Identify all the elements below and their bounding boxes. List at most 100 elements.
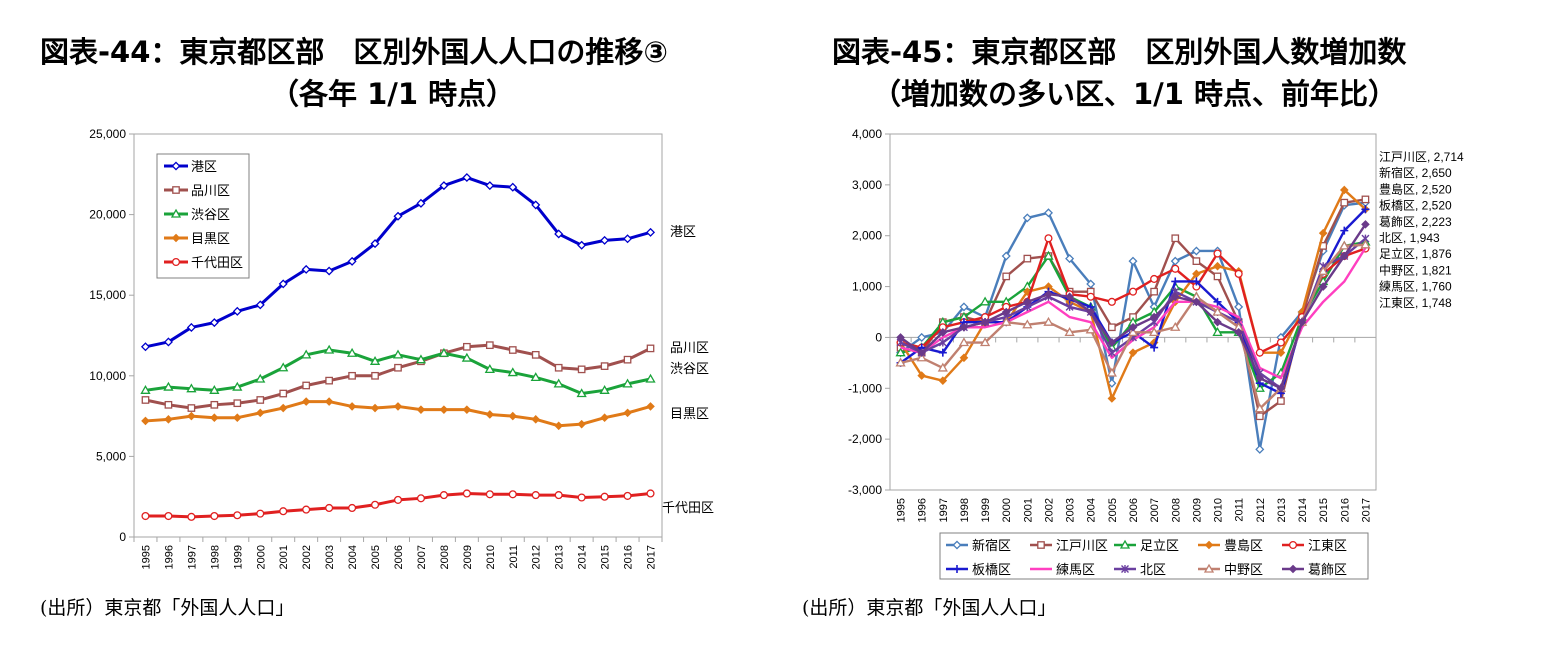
legend-marker (171, 233, 181, 243)
legend-item-1: 品川区 (164, 183, 230, 198)
data-point-0-3 (324, 397, 334, 406)
data-point-0-0 (209, 318, 219, 328)
data-point-1-8 (1149, 327, 1160, 336)
data-point-1-9 (1086, 307, 1096, 317)
x-tick-label-1: 2015 (1318, 498, 1330, 522)
series-end-label: 渋谷区 (670, 361, 709, 376)
data-point-0-0 (623, 234, 633, 244)
series-line-1-1 (900, 198, 1366, 418)
x-tick-label-1: 1995 (896, 498, 908, 522)
data-point-1-0 (1191, 246, 1201, 256)
x-tick-label-0: 2009 (462, 545, 474, 569)
data-point-1-0 (917, 332, 927, 342)
data-point-1-9 (980, 317, 990, 327)
data-point-0-4 (577, 493, 586, 502)
data-point-0-3 (554, 421, 564, 431)
end-annotation: 板橋区, 2,520 (1379, 199, 1452, 213)
x-tick-label-1: 1998 (959, 498, 971, 522)
data-point-1-1 (1150, 287, 1158, 296)
data-point-1-8 (958, 337, 970, 347)
data-point-0-2 (415, 354, 427, 364)
data-point-1-8 (916, 352, 927, 362)
legend-label: 豊島区 (1224, 538, 1263, 553)
data-point-1-8 (895, 357, 906, 367)
data-point-0-3 (141, 416, 150, 426)
data-point-0-1 (279, 389, 288, 398)
x-tick-label-1: 2009 (1191, 498, 1203, 522)
data-point-1-8 (1254, 403, 1265, 413)
series-0-0 (140, 173, 656, 352)
series-1-0 (896, 198, 1370, 454)
data-point-0-4 (233, 511, 242, 520)
data-point-1-0 (1001, 251, 1011, 261)
data-point-0-1 (531, 350, 540, 359)
y-tick-label-0: 15,000 (89, 288, 126, 302)
data-point-0-2 (507, 367, 518, 377)
data-point-0-4 (256, 509, 265, 518)
data-point-1-9 (1297, 317, 1307, 327)
x-tick-label-1: 1997 (938, 498, 950, 522)
end-annotation: 新宿区, 2,650 (1379, 165, 1452, 180)
data-point-1-4 (1128, 287, 1138, 296)
series-end-label: 目黒区 (670, 406, 709, 421)
data-point-1-2 (1043, 250, 1054, 260)
chart-subtitle-left: （各年 1/1 時点） (270, 77, 516, 111)
data-point-1-0 (1086, 279, 1096, 289)
data-point-1-0 (1022, 213, 1032, 223)
data-point-0-2 (392, 349, 404, 359)
data-point-1-3 (1276, 348, 1286, 357)
source-note-right: (出所）東京都「外国人人口」 (802, 597, 1057, 619)
data-point-0-3 (508, 411, 518, 421)
end-annotation: 葛飾区, 2,223 (1379, 215, 1452, 229)
x-tick-label-0: 2004 (347, 545, 359, 569)
data-point-1-1 (1023, 254, 1032, 263)
legend-marker (171, 161, 181, 171)
data-point-0-4 (325, 503, 334, 513)
legend-box-1 (939, 532, 1369, 580)
legend-item-r-4: 江東区 (1282, 538, 1347, 553)
data-point-1-9 (1255, 373, 1265, 383)
data-point-1-9 (1044, 289, 1053, 299)
data-point-0-0 (370, 239, 380, 249)
end-annotation: 豊島区, 2,520 (1379, 181, 1452, 196)
data-point-0-3 (462, 405, 472, 414)
data-point-1-8 (1106, 367, 1117, 377)
chart-title-right: 図表-45：東京都区部 区別外国人数増加数 (832, 35, 1407, 69)
data-point-1-8 (1043, 316, 1054, 326)
data-point-0-3 (646, 402, 655, 411)
y-tick-label-0: 10,000 (89, 369, 126, 383)
data-point-0-2 (461, 352, 472, 362)
x-tick-label-0: 2002 (301, 545, 313, 569)
x-tick-label-1: 2016 (1339, 498, 1351, 522)
legend-marker (952, 540, 962, 550)
data-point-1-1 (1171, 234, 1180, 243)
source-note-left: (出所）東京都「外国人人口」 (40, 597, 295, 619)
legend-marker (1121, 565, 1129, 573)
legend-item-3: 目黒区 (164, 231, 230, 246)
data-point-1-8 (1022, 319, 1033, 329)
data-point-0-1 (600, 362, 609, 370)
data-point-0-4 (348, 503, 357, 513)
legend-marker (953, 565, 961, 573)
x-tick-label-0: 2007 (416, 545, 428, 569)
legend-label: 江戸川区 (1056, 538, 1108, 553)
data-point-0-2 (346, 347, 358, 357)
y-tick-label-1: -1,000 (848, 381, 882, 395)
legend-item-r-5: 板橋区 (946, 562, 1011, 577)
end-annotation: 北区, 1,943 (1379, 231, 1440, 245)
legend-item-r-8: 中野区 (1198, 562, 1263, 577)
x-tick-label-0: 2013 (554, 545, 566, 569)
data-point-0-1 (485, 341, 494, 350)
x-tick-label-1: 2006 (1128, 498, 1140, 522)
data-point-1-4 (1171, 264, 1180, 273)
data-point-0-0 (577, 240, 587, 250)
series-1-9 (896, 220, 1370, 393)
x-tick-label-0: 1999 (232, 545, 244, 569)
data-point-1-5 (1361, 205, 1370, 214)
data-point-0-4 (462, 489, 471, 498)
data-point-0-2 (369, 355, 381, 365)
data-point-1-3 (917, 371, 927, 380)
data-point-0-4 (210, 511, 219, 521)
data-point-1-8 (937, 362, 948, 372)
data-point-1-7 (1065, 302, 1074, 311)
